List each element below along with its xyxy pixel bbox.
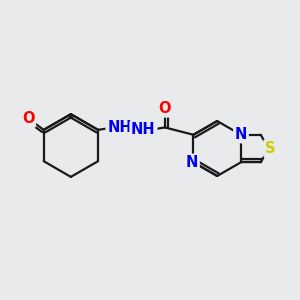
Text: N: N	[235, 127, 247, 142]
Text: S: S	[265, 141, 275, 156]
Text: O: O	[159, 101, 171, 116]
Text: O: O	[22, 111, 34, 126]
Text: N: N	[186, 155, 198, 170]
Text: NH: NH	[107, 120, 132, 135]
Text: NH: NH	[131, 122, 156, 137]
